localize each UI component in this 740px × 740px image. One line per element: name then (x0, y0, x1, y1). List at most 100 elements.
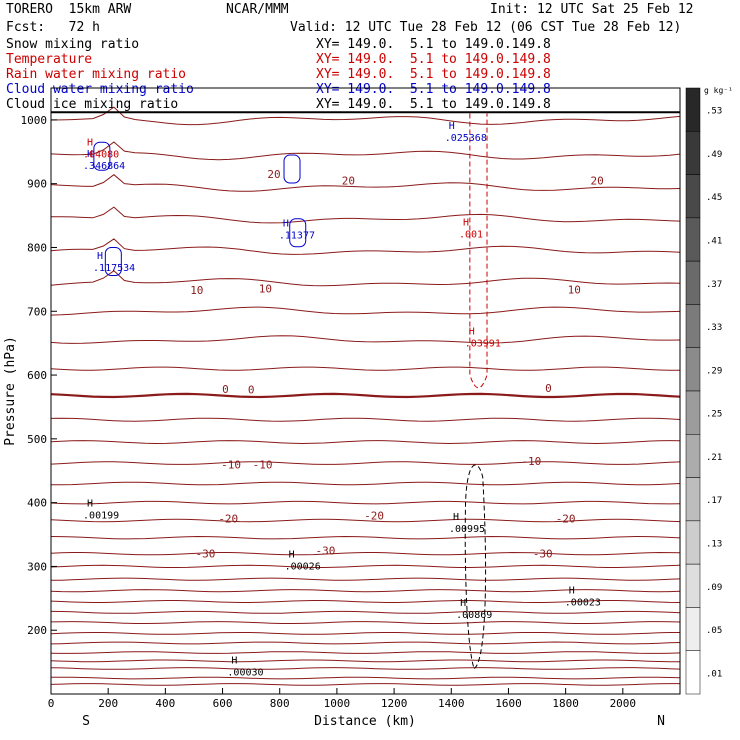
max-marker: H (97, 251, 103, 262)
max-value: .346864 (83, 161, 125, 172)
max-value: .00030 (227, 668, 263, 679)
x-tick-label: 1400 (438, 697, 465, 710)
colorbar-segment (685, 434, 701, 478)
colorbar-label: .05 (706, 626, 722, 636)
isotherm (50, 600, 681, 603)
max-marker: H (87, 499, 93, 510)
temperature-label: -10 (253, 458, 273, 471)
cloud-water-contour (93, 141, 111, 171)
temperature-label: 10 (568, 284, 581, 297)
temperature-label: -30 (533, 548, 553, 561)
xy-rain: XY= 149.0. 5.1 to 149.0.149.8 (316, 67, 551, 82)
isotherm (50, 659, 680, 663)
colorbar-segment (685, 563, 701, 608)
max-marker: H (453, 512, 459, 523)
colorbar-segment (685, 520, 701, 565)
field-cloud-water: Cloud water mixing ratio (6, 82, 194, 97)
y-tick-label: 200 (27, 624, 47, 637)
max-marker: H (449, 121, 455, 132)
isotherm (50, 632, 680, 635)
isotherm (50, 621, 681, 624)
y-tick-label: 700 (27, 305, 47, 318)
isotherm (50, 392, 681, 399)
temperature-label: -10 (221, 458, 241, 471)
temperature-label: 20 (342, 174, 355, 187)
colorbar-segment (685, 131, 701, 175)
isotherm (50, 683, 680, 686)
isotherm (50, 551, 681, 556)
temperature-label: -20 (556, 513, 576, 526)
plot-frame (50, 87, 681, 695)
y-tick-label: 400 (27, 497, 47, 510)
isotherm (50, 500, 681, 505)
field-snow: Snow mixing ratio (6, 37, 140, 52)
max-marker: H (283, 219, 289, 230)
max-value: .117534 (93, 263, 135, 274)
x-tick-label: 0 (48, 697, 55, 710)
colorbar-label: .45 (706, 193, 722, 203)
temperature-label: 0 (248, 384, 255, 397)
field-rain: Rain water mixing ratio (6, 67, 187, 82)
y-tick-label: 600 (27, 369, 47, 382)
colorbar-label: .09 (706, 583, 722, 593)
y-tick-label: 500 (27, 433, 47, 446)
isotherm (50, 106, 681, 126)
temperature-label: -30 (195, 548, 215, 561)
max-value: .025368 (445, 133, 487, 144)
init-time: Init: 12 UTC Sat 25 Feb 12 (490, 2, 694, 17)
colorbar-label: .37 (706, 280, 722, 290)
temperature-label: 0 (222, 383, 229, 396)
max-marker: H (460, 598, 466, 609)
cloud-water-contour (289, 218, 307, 248)
temperature-label: 20 (267, 168, 280, 181)
x-tick-label: 400 (155, 697, 175, 710)
colorbar-segment (685, 217, 701, 262)
x-axis-label: Distance (km) (314, 714, 416, 729)
colorbar-segment (685, 390, 701, 435)
isotherm (50, 651, 681, 654)
xy-temperature: XY= 149.0. 5.1 to 149.0.149.8 (316, 52, 551, 67)
valid-time: Valid: 12 UTC Tue 28 Feb 12 (06 CST Tue … (290, 20, 682, 35)
max-value: .00995 (449, 524, 485, 535)
x-tick-label: 200 (98, 697, 118, 710)
y-tick-label: 900 (27, 178, 47, 191)
temperature-label: 10 (259, 282, 272, 295)
isotherm (50, 141, 681, 161)
max-marker: H (231, 656, 237, 667)
y-tick-label: 1000 (21, 114, 48, 127)
isotherm (50, 641, 681, 645)
max-value: .00199 (83, 511, 119, 522)
center-label: NCAR/MMM (226, 2, 289, 17)
isotherm (50, 667, 681, 670)
temperature-label: -10 (521, 455, 541, 468)
colorbar-segment (685, 87, 701, 132)
colorbar-label: .49 (706, 150, 722, 160)
x-tick-label: 800 (270, 697, 290, 710)
isotherm (50, 676, 681, 680)
isotherm (50, 518, 681, 523)
xy-cloud-ice: XY= 149.0. 5.1 to 149.0.149.8 (316, 97, 551, 112)
x-end-label-south: S (82, 714, 90, 729)
max-value: .00869 (456, 610, 492, 621)
cloud-water-contour (283, 154, 301, 184)
colorbar-label: .29 (706, 366, 722, 376)
colorbar-segment (685, 477, 701, 522)
isotherm (50, 270, 681, 287)
temperature-label: 20 (590, 174, 603, 187)
isotherm (50, 440, 681, 445)
temperature-label: -20 (364, 509, 384, 522)
x-end-label-north: N (657, 714, 665, 729)
max-marker: H (289, 550, 295, 561)
cloud-ice-contour (464, 464, 487, 670)
temperature-label: 10 (190, 284, 203, 297)
colorbar-segment (685, 607, 701, 651)
max-value: .03991 (465, 338, 501, 349)
isotherm (50, 461, 681, 465)
x-tick-label: 2000 (610, 697, 637, 710)
isotherm (50, 174, 681, 192)
isotherm (50, 564, 681, 568)
max-value: .04080 (83, 150, 119, 161)
forecast-hour: Fcst: 72 h (6, 20, 100, 35)
isotherm (50, 306, 681, 316)
